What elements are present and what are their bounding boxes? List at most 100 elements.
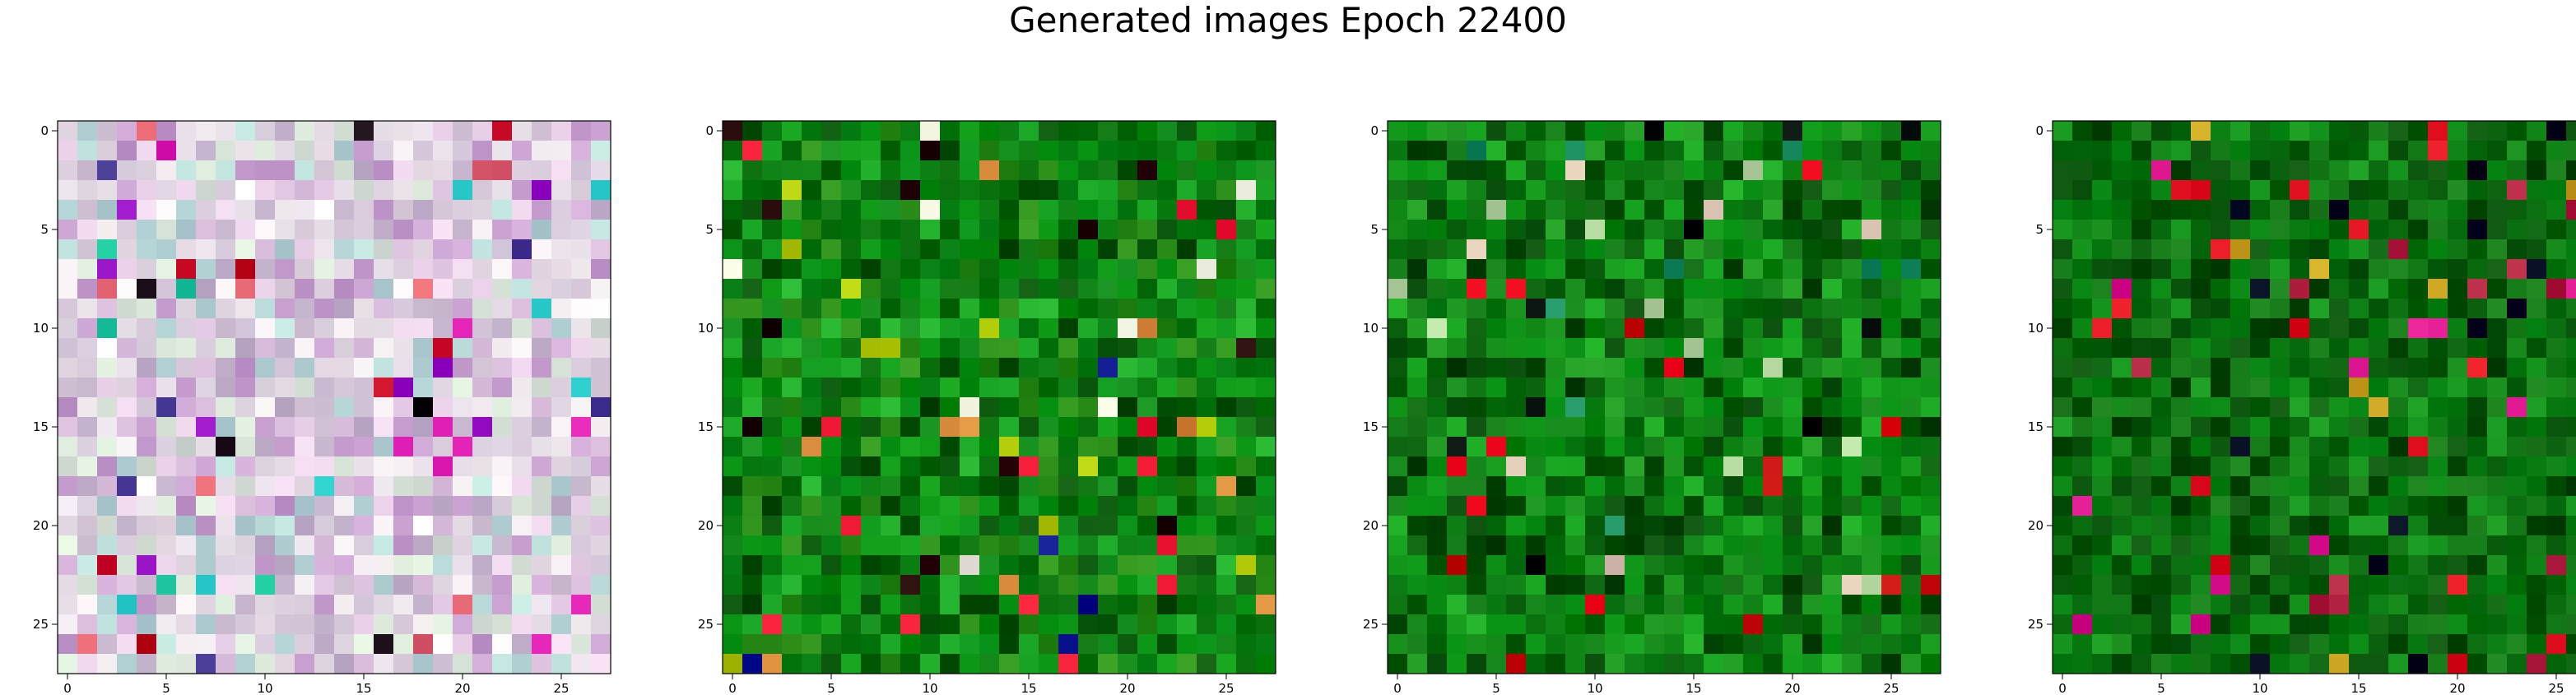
- pixel-cell: [1625, 378, 1645, 398]
- pixel-cell: [2092, 160, 2113, 181]
- pixel-cell: [1743, 220, 1764, 240]
- pixel-cell: [97, 299, 118, 319]
- pixel-cell: [1118, 575, 1138, 595]
- pixel-cell: [2349, 378, 2369, 398]
- pixel-cell: [979, 535, 1000, 556]
- pixel-cell: [1118, 516, 1138, 536]
- pixel-cell: [1862, 417, 1882, 438]
- x-tick-label: 25: [553, 681, 569, 695]
- pixel-cell: [2290, 535, 2310, 556]
- pixel-cell: [821, 634, 842, 655]
- pixel-cell: [2487, 318, 2508, 339]
- pixel-cell: [1506, 555, 1527, 576]
- pixel-cell: [156, 417, 177, 438]
- pixel-cell: [2388, 614, 2409, 635]
- pixel-cell: [591, 437, 611, 457]
- pixel-cell: [1447, 121, 1467, 141]
- pixel-cell: [1447, 378, 1467, 398]
- pixel-cell: [1802, 358, 1823, 378]
- pixel-cell: [196, 279, 216, 299]
- pixel-cell: [1236, 338, 1257, 359]
- pixel-cell: [492, 180, 513, 201]
- pixel-cell: [900, 141, 921, 161]
- pixel-cell: [117, 160, 137, 181]
- pixel-cell: [2546, 200, 2567, 220]
- pixel-cell: [1546, 555, 1566, 576]
- pixel-cell: [1058, 121, 1079, 141]
- pixel-cell: [2349, 634, 2369, 655]
- pixel-cell: [2408, 555, 2429, 576]
- pixel-cell: [354, 180, 374, 201]
- pixel-cell: [1802, 397, 1823, 418]
- pixel-cell: [960, 397, 980, 418]
- pixel-cell: [453, 279, 473, 299]
- pixel-cell: [275, 318, 295, 339]
- pixel-cell: [2309, 456, 2330, 477]
- pixel-cell: [1862, 575, 1882, 595]
- pixel-cell: [2270, 239, 2290, 260]
- pixel-cell: [861, 437, 881, 457]
- pixel-cell: [1118, 634, 1138, 655]
- pixel-cell: [1039, 476, 1059, 497]
- pixel-cell: [1763, 654, 1783, 674]
- pixel-cell: [1388, 496, 1408, 517]
- pixel-cell: [235, 555, 256, 576]
- y-tick-label: 5: [705, 222, 714, 237]
- pixel-cell: [472, 476, 493, 497]
- pixel-cell: [216, 417, 236, 438]
- pixel-cell: [354, 200, 374, 220]
- pixel-cell: [782, 358, 802, 378]
- pixel-cell: [1118, 121, 1138, 141]
- pixel-cell: [433, 575, 453, 595]
- pixel-cell: [156, 318, 177, 339]
- pixel-cell: [2369, 555, 2389, 576]
- pixel-cell: [920, 535, 941, 556]
- pixel-cell: [2546, 654, 2567, 674]
- pixel-cell: [1407, 200, 1428, 220]
- pixel-cell: [2290, 160, 2310, 181]
- pixel-cell: [1407, 634, 1428, 655]
- pixel-cell: [433, 358, 453, 378]
- pixel-cell: [2270, 456, 2290, 477]
- pixel-cell: [1078, 397, 1099, 418]
- pixel-cell: [354, 654, 374, 674]
- pixel-cell: [2428, 535, 2448, 556]
- pixel-cell: [1039, 555, 1059, 576]
- pixel-cell: [216, 654, 236, 674]
- pixel-cell: [2112, 299, 2132, 319]
- pixel-cell: [2527, 378, 2547, 398]
- pixel-cell: [1526, 141, 1546, 161]
- pixel-cell: [2132, 299, 2152, 319]
- pixel-cell: [1684, 141, 1704, 161]
- pixel-cell: [2408, 654, 2429, 674]
- pixel-cell: [1216, 456, 1237, 477]
- pixel-cell: [2191, 535, 2211, 556]
- pixel-cell: [1197, 160, 1217, 181]
- x-tick-label: 20: [1784, 681, 1800, 695]
- pixel-cell: [762, 299, 783, 319]
- pixel-cell: [2467, 180, 2488, 201]
- pixel-cell: [2487, 121, 2508, 141]
- pixel-cell: [433, 595, 453, 615]
- pixel-cell: [216, 299, 236, 319]
- pixel-cell: [354, 378, 374, 398]
- pixel-cell: [156, 358, 177, 378]
- pixel-cell: [216, 378, 236, 398]
- pixel-cell: [1157, 634, 1178, 655]
- pixel-cell: [2527, 279, 2547, 299]
- pixel-cell: [453, 614, 473, 635]
- pixel-cell: [1407, 535, 1428, 556]
- pixel-cell: [1565, 239, 1586, 260]
- pixel-cell: [2151, 279, 2172, 299]
- pixel-cell: [216, 318, 236, 339]
- pixel-cell: [1881, 279, 1902, 299]
- pixel-cell: [2250, 535, 2271, 556]
- pixel-cell: [117, 654, 137, 674]
- pixel-cell: [2329, 654, 2350, 674]
- pixel-cell: [1546, 338, 1566, 359]
- pixel-cell: [1467, 121, 1487, 141]
- pixel-cell: [1763, 141, 1783, 161]
- pixel-cell: [2092, 338, 2113, 359]
- pixel-cell: [255, 358, 276, 378]
- axes-frame: [722, 120, 1276, 674]
